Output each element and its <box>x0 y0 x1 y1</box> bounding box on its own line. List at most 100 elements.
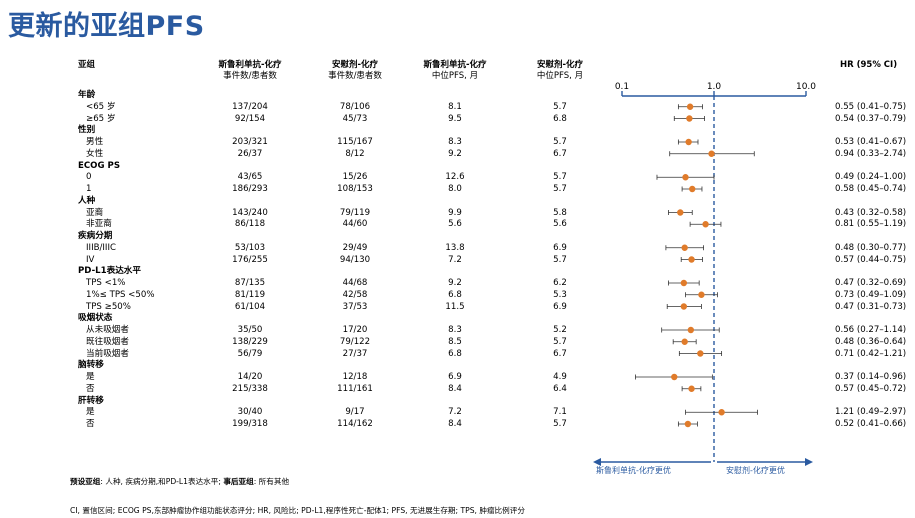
events-placebo: 111/161 <box>337 383 373 394</box>
hr-point <box>708 150 715 157</box>
hr-point <box>677 209 684 216</box>
median-pfs-treatment: 8.3 <box>448 137 462 147</box>
arrow-left-label: 斯鲁利单抗-化疗更优 <box>596 465 671 475</box>
events-treatment: 199/318 <box>232 419 268 429</box>
events-treatment: 87/135 <box>234 278 266 288</box>
median-pfs-placebo: 5.7 <box>553 254 567 265</box>
hr-point <box>686 115 693 122</box>
header-col1-sub: 事件数/患者数 <box>223 71 277 81</box>
events-treatment: 61/104 <box>234 301 266 312</box>
footnote-abbreviations: CI, 置信区间; ECOG PS,东部肿瘤协作组功能状态评分; HR, 风险比… <box>70 506 525 515</box>
hr-ci-value: 0.47 (0.31–0.73) <box>835 301 907 312</box>
events-treatment: 30/40 <box>237 407 263 418</box>
subgroup-category: PD-L1表达水平 <box>78 266 141 277</box>
hr-ci-value: 0.55 (0.41–0.75) <box>835 101 907 112</box>
hr-ci-value: 0.73 (0.49–1.09) <box>835 289 907 300</box>
x-axis-tick-label: 10.0 <box>796 82 816 92</box>
events-placebo: 8/12 <box>345 148 365 159</box>
events-placebo: 42/58 <box>342 289 368 300</box>
events-placebo: 29/49 <box>342 242 368 253</box>
hr-point <box>684 420 692 428</box>
hr-ci-value: 0.53 (0.41–0.67) <box>835 137 907 147</box>
events-placebo: 79/122 <box>339 336 371 347</box>
median-pfs-placebo: 5.7 <box>553 419 567 429</box>
median-pfs-placebo: 5.7 <box>553 101 567 112</box>
hr-point <box>698 291 705 298</box>
hr-ci-value: 0.37 (0.14–0.96) <box>835 372 907 382</box>
header-col3: 斯鲁利单抗-化疗 中位PFS, 月 <box>410 60 500 82</box>
subgroup-category: 人种 <box>78 195 96 206</box>
median-pfs-placebo: 7.1 <box>553 407 567 418</box>
median-pfs-treatment: 8.5 <box>448 336 462 347</box>
hr-ci-value: 0.43 (0.32–0.58) <box>835 207 907 218</box>
events-placebo: 44/60 <box>342 219 368 230</box>
events-treatment: 43/65 <box>237 172 263 183</box>
subgroup-label: 否 <box>86 419 95 429</box>
hr-point <box>671 373 678 381</box>
header-col1: 斯鲁利单抗-化疗 事件数/患者数 <box>205 60 295 82</box>
subgroup-label: 男性 <box>86 137 104 147</box>
events-treatment: 14/20 <box>237 372 263 382</box>
median-pfs-treatment: 8.4 <box>448 383 462 394</box>
hr-point <box>681 244 688 251</box>
subgroup-label: 否 <box>86 383 95 394</box>
hr-ci-value: 0.48 (0.30–0.77) <box>835 242 907 253</box>
median-pfs-placebo: 4.9 <box>553 372 567 382</box>
events-treatment: 186/293 <box>232 184 268 194</box>
events-placebo: 78/106 <box>339 101 371 112</box>
events-treatment: 86/118 <box>234 219 266 230</box>
events-treatment: 138/229 <box>232 336 268 347</box>
header-col2-sub: 事件数/患者数 <box>328 71 382 81</box>
subgroup-category: 吸烟状态 <box>78 313 113 324</box>
median-pfs-treatment: 8.0 <box>448 184 462 194</box>
hr-point <box>718 409 725 416</box>
median-pfs-treatment: 13.8 <box>445 242 465 253</box>
median-pfs-treatment: 6.8 <box>448 289 462 300</box>
median-pfs-treatment: 8.3 <box>448 325 462 335</box>
median-pfs-treatment: 6.8 <box>448 348 462 359</box>
events-placebo: 12/18 <box>342 372 368 382</box>
median-pfs-treatment: 6.9 <box>448 372 462 382</box>
hr-point <box>681 338 688 345</box>
subgroup-label: 1 <box>86 184 92 194</box>
subgroup-label: 1%≤ TPS <50% <box>86 289 155 300</box>
hr-ci-value: 0.94 (0.33–2.74) <box>835 148 907 159</box>
subgroup-label: 是 <box>86 407 95 418</box>
median-pfs-treatment: 7.2 <box>448 407 462 418</box>
footnote-prespecified-label: 预设亚组 <box>70 477 101 486</box>
median-pfs-treatment: 5.6 <box>448 219 462 230</box>
subgroup-label: 亚裔 <box>86 207 104 218</box>
median-pfs-treatment: 11.5 <box>445 301 465 312</box>
median-pfs-treatment: 12.6 <box>445 172 465 183</box>
hr-ci-value: 0.47 (0.32–0.69) <box>835 278 907 288</box>
events-treatment: 176/255 <box>232 254 268 265</box>
header-col4: 安慰剂-化疗 中位PFS, 月 <box>515 60 605 82</box>
subgroup-category: 年龄 <box>78 90 96 100</box>
hr-ci-value: 0.56 (0.27–1.14) <box>835 325 907 335</box>
hr-point <box>680 303 688 310</box>
subgroup-category: ECOG PS <box>78 160 121 171</box>
subgroup-label: ≥65 岁 <box>86 113 116 124</box>
footnote-prespecified-text: : 人种, 疾病分期,和PD-L1表达水平; <box>100 477 224 486</box>
hr-ci-value: 0.81 (0.55–1.19) <box>835 219 907 230</box>
median-pfs-treatment: 8.4 <box>448 419 462 429</box>
header-col4-title: 安慰剂-化疗 <box>536 60 584 70</box>
header-col1-title: 斯鲁利单抗-化疗 <box>218 60 282 70</box>
subgroup-label: <65 岁 <box>86 101 116 112</box>
events-placebo: 94/130 <box>339 254 371 265</box>
events-placebo: 114/162 <box>337 419 373 429</box>
events-placebo: 15/26 <box>342 172 368 183</box>
hr-point <box>682 174 689 181</box>
median-pfs-placebo: 5.8 <box>553 207 567 218</box>
hr-point <box>685 138 692 146</box>
events-treatment: 26/37 <box>237 148 263 159</box>
hr-ci-value: 0.49 (0.24–1.00) <box>835 172 907 183</box>
median-pfs-placebo: 6.4 <box>553 383 567 394</box>
median-pfs-treatment: 7.2 <box>448 254 462 265</box>
median-pfs-placebo: 6.2 <box>553 278 567 288</box>
median-pfs-treatment: 9.5 <box>448 113 462 124</box>
subgroup-category: 疾病分期 <box>78 231 113 241</box>
hr-ci-value: 0.57 (0.44–0.75) <box>835 254 907 265</box>
events-placebo: 79/119 <box>339 207 371 218</box>
